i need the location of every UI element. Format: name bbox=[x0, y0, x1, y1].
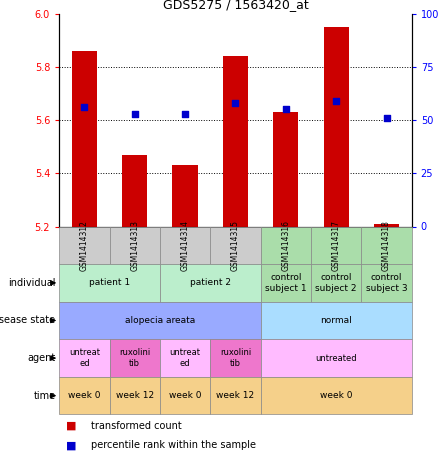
Bar bbox=[160, 377, 210, 414]
Text: week 0: week 0 bbox=[169, 391, 201, 400]
Bar bbox=[160, 339, 210, 377]
Text: individual: individual bbox=[8, 278, 56, 288]
Bar bbox=[273, 112, 298, 226]
Point bbox=[131, 110, 138, 117]
Bar bbox=[110, 377, 160, 414]
Bar bbox=[324, 27, 349, 226]
Text: ■: ■ bbox=[66, 440, 77, 450]
Text: GSM1414318: GSM1414318 bbox=[382, 220, 391, 271]
Text: week 12: week 12 bbox=[116, 391, 154, 400]
Bar bbox=[210, 226, 261, 264]
Text: week 0: week 0 bbox=[320, 391, 353, 400]
Bar bbox=[223, 56, 248, 226]
Text: control
subject 3: control subject 3 bbox=[366, 273, 407, 293]
Text: week 0: week 0 bbox=[68, 391, 101, 400]
Text: normal: normal bbox=[320, 316, 352, 325]
Point bbox=[81, 104, 88, 111]
Text: GSM1414316: GSM1414316 bbox=[281, 220, 290, 271]
Bar bbox=[261, 377, 412, 414]
Text: control
subject 2: control subject 2 bbox=[315, 273, 357, 293]
Bar bbox=[59, 339, 110, 377]
Bar bbox=[261, 226, 311, 264]
Bar bbox=[72, 51, 97, 226]
Text: patient 1: patient 1 bbox=[89, 279, 130, 287]
Bar bbox=[160, 226, 210, 264]
Point bbox=[232, 99, 239, 106]
Text: disease state: disease state bbox=[0, 315, 56, 326]
Bar bbox=[261, 302, 412, 339]
Bar bbox=[173, 165, 198, 226]
Bar bbox=[122, 154, 147, 226]
Bar bbox=[59, 377, 110, 414]
Bar bbox=[110, 339, 160, 377]
Text: time: time bbox=[33, 390, 56, 401]
Bar bbox=[59, 264, 160, 302]
Point bbox=[332, 97, 339, 105]
Title: GDS5275 / 1563420_at: GDS5275 / 1563420_at bbox=[162, 0, 308, 11]
Text: GSM1414312: GSM1414312 bbox=[80, 220, 89, 271]
Text: GSM1414315: GSM1414315 bbox=[231, 220, 240, 271]
Text: ■: ■ bbox=[66, 421, 77, 431]
Bar bbox=[210, 339, 261, 377]
Text: untreat
ed: untreat ed bbox=[69, 348, 100, 368]
Point bbox=[282, 106, 289, 113]
Bar bbox=[110, 226, 160, 264]
Point bbox=[383, 114, 390, 121]
Text: agent: agent bbox=[27, 353, 56, 363]
Bar bbox=[361, 264, 412, 302]
Point bbox=[181, 110, 188, 117]
Text: GSM1414317: GSM1414317 bbox=[332, 220, 341, 271]
Text: patient 2: patient 2 bbox=[190, 279, 231, 287]
Text: alopecia areata: alopecia areata bbox=[125, 316, 195, 325]
Bar bbox=[160, 264, 261, 302]
Bar bbox=[311, 226, 361, 264]
Bar bbox=[210, 377, 261, 414]
Text: ruxolini
tib: ruxolini tib bbox=[220, 348, 251, 368]
Text: GSM1414314: GSM1414314 bbox=[180, 220, 190, 271]
Text: ruxolini
tib: ruxolini tib bbox=[119, 348, 150, 368]
Text: week 12: week 12 bbox=[216, 391, 254, 400]
Bar bbox=[261, 339, 412, 377]
Bar bbox=[261, 264, 311, 302]
Text: GSM1414313: GSM1414313 bbox=[130, 220, 139, 271]
Text: percentile rank within the sample: percentile rank within the sample bbox=[91, 440, 256, 450]
Text: untreat
ed: untreat ed bbox=[170, 348, 201, 368]
Bar bbox=[311, 264, 361, 302]
Bar bbox=[361, 226, 412, 264]
Text: transformed count: transformed count bbox=[91, 421, 182, 431]
Bar bbox=[59, 302, 261, 339]
Text: control
subject 1: control subject 1 bbox=[265, 273, 307, 293]
Bar bbox=[59, 226, 110, 264]
Bar bbox=[374, 224, 399, 226]
Text: untreated: untreated bbox=[315, 354, 357, 362]
